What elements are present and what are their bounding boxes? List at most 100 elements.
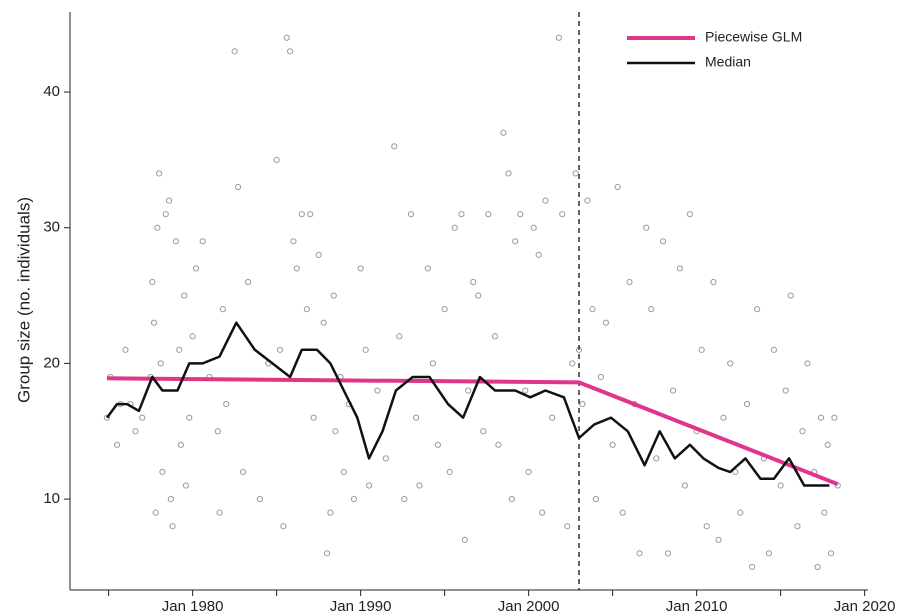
y-tick-label: 40 bbox=[43, 83, 60, 100]
data-point bbox=[303, 306, 310, 313]
series-line bbox=[106, 376, 839, 487]
data-point bbox=[720, 414, 727, 421]
data-point bbox=[401, 495, 408, 503]
data-point bbox=[446, 468, 453, 476]
data-point bbox=[280, 523, 287, 530]
data-point bbox=[535, 251, 542, 258]
data-point bbox=[787, 292, 794, 299]
data-point bbox=[332, 428, 339, 435]
data-point bbox=[485, 211, 492, 218]
data-point bbox=[715, 536, 722, 543]
data-point bbox=[559, 211, 566, 218]
data-point bbox=[653, 455, 660, 462]
data-point bbox=[530, 224, 537, 231]
data-point bbox=[103, 414, 111, 421]
series-line bbox=[105, 321, 830, 487]
data-point bbox=[676, 265, 683, 272]
data-point bbox=[777, 482, 784, 489]
x-tick-label: Jan 1990 bbox=[330, 598, 392, 615]
x-tick-label: Jan 2020 bbox=[834, 598, 896, 615]
data-point bbox=[350, 495, 358, 503]
data-point bbox=[508, 495, 515, 503]
data-point bbox=[244, 278, 252, 286]
data-point bbox=[824, 441, 831, 448]
data-point bbox=[799, 428, 806, 435]
data-point bbox=[579, 401, 586, 408]
data-point bbox=[569, 360, 576, 367]
data-point bbox=[686, 211, 694, 218]
data-point bbox=[382, 455, 389, 462]
data-point bbox=[327, 509, 334, 516]
data-point bbox=[659, 238, 667, 245]
data-point bbox=[592, 495, 599, 503]
data-point bbox=[817, 414, 825, 421]
data-point bbox=[122, 346, 129, 353]
data-point bbox=[451, 224, 458, 231]
data-point bbox=[475, 292, 482, 299]
data-point bbox=[310, 414, 317, 421]
data-point bbox=[495, 441, 502, 448]
data-point bbox=[176, 346, 183, 353]
data-point bbox=[396, 333, 403, 340]
data-point bbox=[614, 183, 621, 191]
data-point bbox=[290, 238, 297, 245]
data-point bbox=[602, 319, 610, 326]
data-point bbox=[216, 509, 223, 516]
data-point bbox=[512, 238, 519, 245]
data-point bbox=[189, 333, 196, 340]
data-point bbox=[155, 170, 163, 177]
data-point bbox=[555, 34, 562, 41]
data-point bbox=[831, 414, 838, 421]
data-point bbox=[407, 211, 415, 218]
data-point bbox=[256, 495, 263, 503]
data-point bbox=[572, 170, 579, 177]
data-point bbox=[584, 197, 591, 204]
data-point bbox=[181, 292, 188, 299]
data-point bbox=[517, 211, 524, 218]
data-point bbox=[416, 482, 423, 489]
data-point bbox=[283, 34, 290, 41]
data-point bbox=[564, 523, 571, 530]
data-point bbox=[804, 360, 811, 367]
x-tick-label: Jan 2000 bbox=[498, 598, 560, 615]
data-point bbox=[549, 414, 556, 421]
data-point bbox=[307, 211, 314, 218]
data-point bbox=[132, 428, 139, 435]
data-point bbox=[597, 373, 604, 381]
data-point bbox=[743, 401, 751, 408]
data-point bbox=[770, 346, 778, 353]
data-point bbox=[298, 211, 305, 218]
data-point bbox=[589, 306, 596, 313]
data-point bbox=[465, 387, 472, 394]
y-tick-label: 30 bbox=[43, 219, 60, 236]
data-point bbox=[172, 238, 179, 245]
data-point bbox=[214, 428, 221, 435]
data-point bbox=[186, 414, 193, 421]
data-point bbox=[794, 523, 801, 530]
data-point bbox=[609, 441, 616, 448]
data-point bbox=[727, 360, 734, 367]
x-tick-label: Jan 2010 bbox=[666, 598, 728, 615]
data-point bbox=[323, 550, 331, 557]
data-point bbox=[765, 550, 772, 557]
data-point bbox=[782, 387, 789, 394]
data-point bbox=[500, 129, 507, 136]
data-point bbox=[273, 156, 280, 163]
data-point bbox=[698, 346, 705, 353]
data-point bbox=[681, 482, 688, 489]
data-point bbox=[525, 468, 532, 476]
data-point bbox=[166, 197, 173, 204]
y-tick-label: 10 bbox=[43, 490, 60, 507]
data-point bbox=[192, 265, 200, 272]
data-point bbox=[814, 563, 821, 571]
data-point bbox=[315, 251, 322, 258]
data-point bbox=[480, 428, 487, 435]
data-point bbox=[167, 495, 174, 503]
data-point bbox=[434, 441, 442, 448]
data-point bbox=[542, 197, 549, 204]
data-point bbox=[648, 306, 655, 313]
data-point bbox=[330, 292, 337, 299]
data-point bbox=[748, 563, 756, 571]
